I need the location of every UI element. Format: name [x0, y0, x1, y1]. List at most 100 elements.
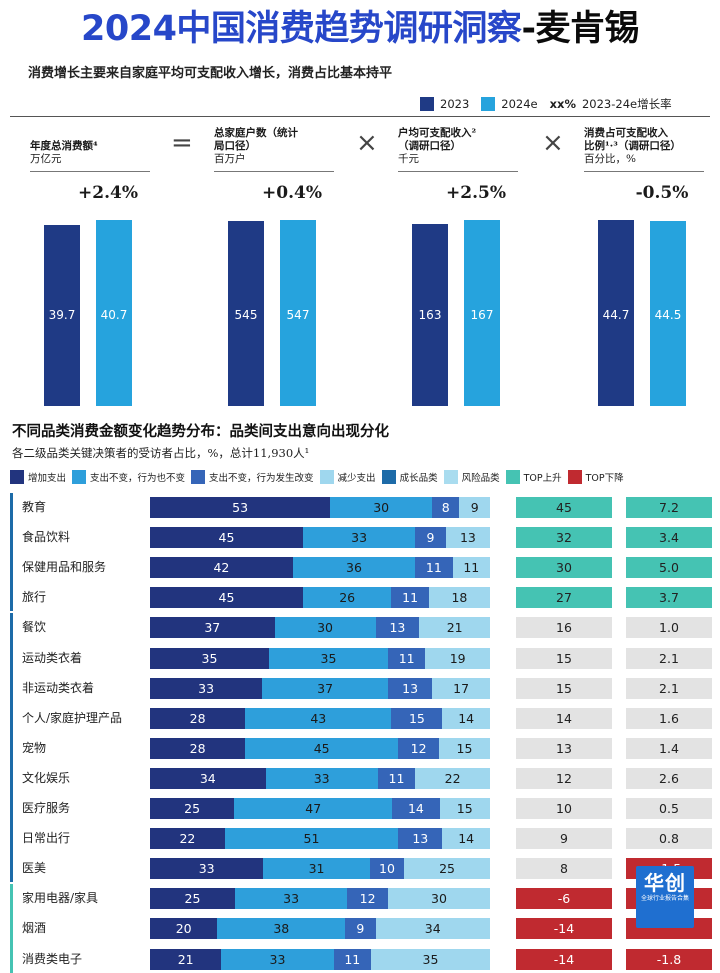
stack-segment: 33 — [265, 767, 378, 789]
group-indicator-neutral — [10, 613, 13, 883]
stack-segment: 45 — [150, 587, 303, 609]
row-label: 家用电器/家具 — [22, 891, 99, 906]
stack-segment: 34 — [150, 767, 266, 789]
row-label: 烟酒 — [22, 921, 47, 936]
panel-label-1: 年度总消费额⁴ 万亿元 — [30, 140, 98, 166]
equals-operator: = — [171, 128, 193, 158]
net-cell: 32 — [516, 527, 612, 549]
stack-segment: 8 — [432, 497, 460, 518]
change-cell: 3.7 — [626, 587, 712, 609]
stack-segment: 11 — [391, 587, 429, 609]
row-label: 消费类电子 — [22, 951, 83, 966]
legend2-label: TOP上升 — [523, 473, 562, 484]
bar-value-label: 44.5 — [654, 308, 682, 322]
panel-underline — [30, 171, 150, 172]
stack-segment: 35 — [150, 647, 269, 669]
panel-label-line: 户均可支配收入² — [398, 127, 477, 139]
stack-segment: 45 — [150, 527, 303, 549]
change-cell: -1.8 — [626, 948, 712, 970]
legend2-item: TOP下降 — [567, 470, 624, 484]
stack-segment: 42 — [150, 557, 293, 579]
stack-segment: 51 — [224, 828, 399, 850]
stack-segment: 18 — [428, 587, 490, 609]
panel-underline — [584, 171, 704, 172]
legend2-swatch — [505, 470, 520, 484]
net-cell: 16 — [516, 617, 612, 639]
legend2-swatch — [10, 470, 24, 484]
legend2-label: 增加支出 — [28, 473, 67, 484]
net-cell: 12 — [516, 767, 612, 789]
panel-4-bar-2023: 44.7 — [598, 220, 634, 406]
panel-1-bar-2024e: 40.7 — [96, 220, 132, 406]
net-cell: 27 — [516, 587, 612, 609]
legend2-item: 成长品类 — [381, 470, 438, 484]
row-label: 非运动类衣着 — [22, 680, 95, 695]
stack-segment: 9 — [459, 497, 490, 518]
panel-growth-3: +2.5% — [446, 183, 506, 203]
stack-segment: 35 — [269, 647, 388, 669]
stack-segment: 30 — [388, 888, 490, 910]
net-cell: 15 — [516, 677, 612, 699]
legend-label-2024e: 2024e — [501, 97, 538, 111]
stack-segment: 11 — [452, 557, 490, 579]
change-cell: 5.0 — [626, 557, 712, 579]
legend2-label: 成长品类 — [399, 473, 438, 484]
panel-growth-1: +2.4% — [78, 183, 138, 203]
top-divider — [10, 116, 710, 117]
stack-segment: 20 — [150, 918, 218, 940]
multiply-operator: × — [356, 128, 378, 158]
panel-label-3: 户均可支配收入² （调研口径） 千元 — [398, 127, 476, 166]
panel-label-line: 年度总消费额⁴ — [30, 140, 98, 152]
legend2-label: TOP下降 — [585, 473, 624, 484]
legend-growth-label: 2023-24e增长率 — [581, 97, 672, 111]
net-cell: 10 — [516, 798, 612, 819]
panel-growth-4: -0.5% — [635, 183, 689, 203]
change-cell: 2.6 — [626, 767, 712, 789]
stack-segment: 35 — [371, 948, 490, 970]
stack-segment: 25 — [404, 858, 490, 880]
panel-label-line: （调研口径） — [398, 140, 461, 152]
stack-segment: 13 — [375, 617, 420, 639]
panel-label-line: 总家庭户数（统计 — [214, 127, 298, 139]
legend2-swatch — [191, 470, 206, 484]
stack-segment: 28 — [150, 707, 246, 729]
stack-segment: 22 — [150, 828, 225, 850]
group-indicator-growth — [10, 493, 13, 612]
change-cell: 1.4 — [626, 737, 712, 759]
section2-legend: 增加支出 支出不变，行为也不变 支出不变，行为发生改变 减少支出 成长品类 风险品类 TOP… — [10, 470, 720, 484]
legend-swatch-2023 — [420, 97, 434, 111]
bar-value-label: 39.7 — [48, 308, 76, 322]
stack-segment: 37 — [262, 677, 388, 699]
page-title: 2024中国消费趋势调研洞察-麦肯锡 — [0, 8, 720, 50]
row-label: 日常出行 — [22, 831, 71, 846]
stack-segment: 9 — [415, 527, 446, 549]
legend2-item: 增加支出 — [10, 470, 66, 484]
legend2-swatch — [319, 470, 334, 484]
stack-segment: 33 — [303, 527, 416, 549]
net-cell: 9 — [516, 828, 612, 850]
row-label: 餐饮 — [22, 620, 47, 635]
net-cell: 13 — [516, 737, 612, 759]
panel-label-2: 总家庭户数（统计 局口径） 百万户 — [214, 127, 298, 166]
net-cell: 14 — [516, 707, 612, 729]
legend-item-2023: 2023 — [420, 97, 469, 111]
legend2-item: 风险品类 — [443, 470, 500, 484]
legend2-item: TOP上升 — [505, 470, 562, 484]
top-legend: 2023 2024e xx% 2023-24e增长率 — [420, 96, 676, 112]
watermark-main: 华创 — [644, 871, 686, 895]
legend2-swatch — [443, 470, 458, 484]
panel-underline — [398, 171, 518, 172]
stack-segment: 13 — [388, 677, 433, 699]
stack-segment: 43 — [245, 707, 392, 729]
panel-2-bar-2023: 545 — [228, 221, 264, 406]
panel-underline — [214, 171, 334, 172]
stack-segment: 12 — [398, 737, 439, 759]
legend-growth-marker: xx% — [549, 97, 576, 111]
legend-item-growth: xx% 2023-24e增长率 — [550, 96, 672, 112]
stack-segment: 33 — [221, 948, 334, 970]
legend-item-2024e: 2024e — [481, 97, 538, 111]
stack-segment: 36 — [292, 557, 416, 579]
row-label: 个人/家庭护理产品 — [22, 710, 123, 725]
net-cell: 45 — [516, 497, 612, 518]
change-cell: 1.6 — [626, 707, 712, 729]
